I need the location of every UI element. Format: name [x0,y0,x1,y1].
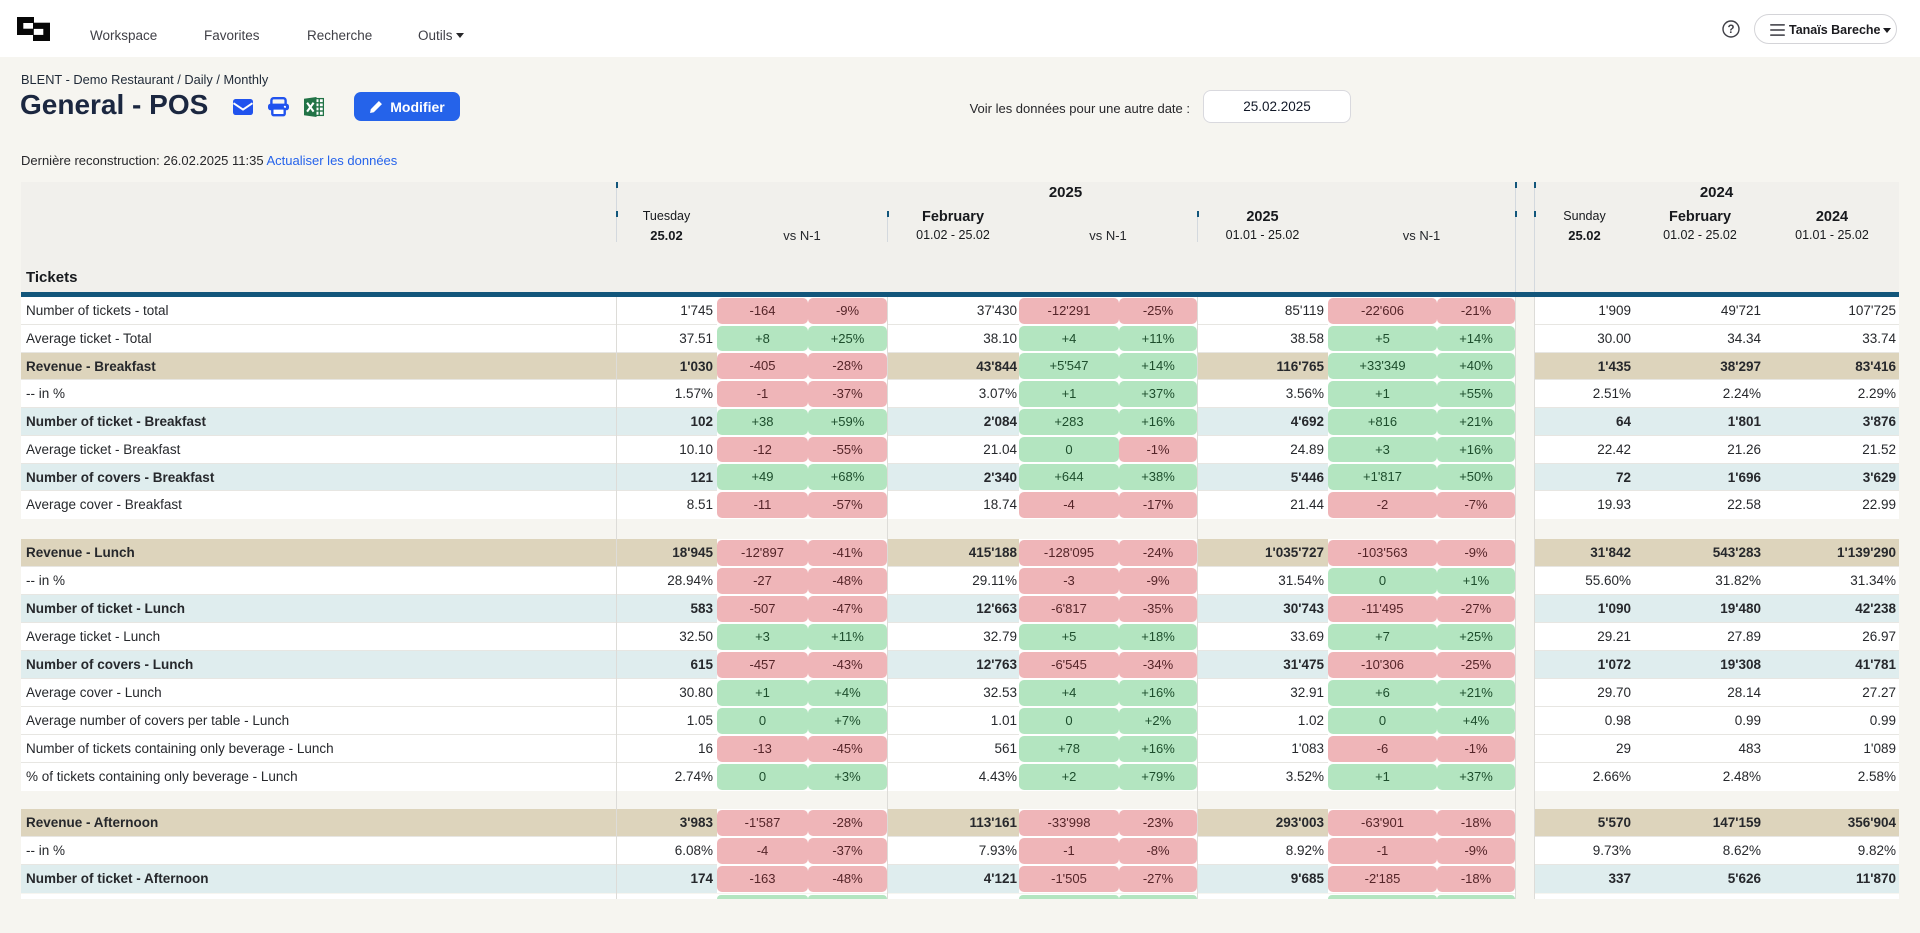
svg-text:?: ? [1727,24,1734,36]
